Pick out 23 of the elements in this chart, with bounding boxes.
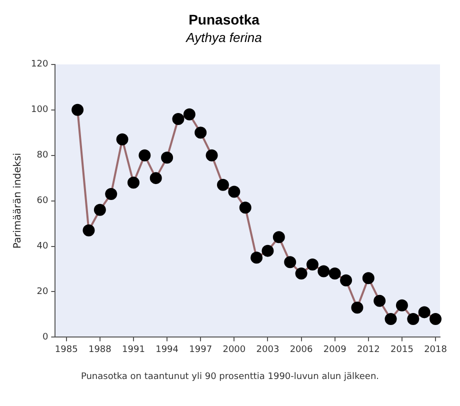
chart-subtitle: Aythya ferina bbox=[185, 30, 262, 46]
y-tick-label: 100 bbox=[30, 105, 48, 116]
x-tick-label: 2009 bbox=[323, 344, 347, 355]
x-tick-label: 1994 bbox=[156, 344, 179, 355]
x-tick-label: 2015 bbox=[390, 344, 414, 355]
y-tick-label: 40 bbox=[36, 242, 48, 252]
y-tick-label: 20 bbox=[36, 287, 48, 298]
x-tick-label: 2000 bbox=[222, 344, 246, 355]
y-axis-title: Parimäärän indeksi bbox=[12, 152, 24, 249]
x-tick-label: 1988 bbox=[88, 344, 112, 355]
y-tick-label: 60 bbox=[36, 196, 48, 206]
x-tick-label: 1985 bbox=[54, 344, 78, 355]
y-tick-label: 120 bbox=[30, 60, 48, 70]
x-tick-label: 2006 bbox=[290, 344, 314, 355]
y-tick-label: 0 bbox=[42, 332, 48, 343]
text: Punasotka on taantunut yli 90 prosenttia 1990-luvun alun jälkeen. bbox=[80, 372, 380, 382]
chart-title: Punasotka bbox=[188, 11, 260, 28]
x-tick-label: 1991 bbox=[122, 344, 145, 355]
y-tick-label: 80 bbox=[36, 150, 48, 161]
x-tick-label: 2018 bbox=[424, 344, 448, 355]
x-tick-label: 2003 bbox=[256, 344, 280, 355]
x-tick-label: 2012 bbox=[356, 344, 380, 355]
x-tick-label: 1997 bbox=[189, 344, 212, 355]
